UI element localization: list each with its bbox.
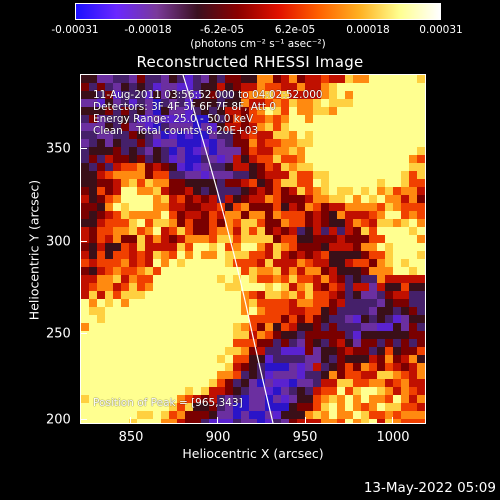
colorbar-tick: -6.2e-05	[199, 24, 245, 36]
plot-title: Reconstructed RHESSI Image	[136, 53, 364, 71]
colorbar-tick: -0.00018	[124, 24, 172, 36]
colorbar-tick: 0.00018	[346, 24, 390, 36]
peak-position-text: Position of Peak = [965,343]	[93, 397, 243, 409]
time-range-text: 11-Aug-2011 03:56:52.000 to 04:02:52.000	[93, 89, 323, 101]
emission-map	[81, 75, 425, 423]
colorbar	[75, 3, 441, 20]
x-tick-label: 900	[205, 430, 231, 445]
x-tick-mark	[130, 417, 131, 424]
y-tick-mark	[80, 241, 87, 242]
colorbar-tick: -0.00031	[51, 24, 99, 36]
detectors-text: Detectors: 3F 4F 5F 6F 7F 8F, Att 0	[93, 101, 277, 113]
emission-pixels	[81, 75, 425, 423]
solar-limb-line	[182, 75, 274, 423]
y-tick-label: 350	[46, 141, 71, 157]
clean-counts-text: Clean Total counts: 8.20E+03	[93, 125, 259, 137]
y-tick-mark	[80, 419, 87, 420]
y-axis-label: Heliocentric Y (arcsec)	[26, 179, 42, 321]
x-tick-mark	[392, 417, 393, 424]
y-tick-label: 250	[46, 326, 71, 342]
colorbar-tick: 0.00031	[419, 24, 463, 36]
x-tick-label: 850	[118, 430, 144, 445]
date-stamp: 13-May-2022 05:09	[363, 480, 496, 496]
energy-range-text: Energy Range: 25.0 - 50.0 keV	[93, 113, 254, 125]
image-plot: 11-Aug-2011 03:56:52.000 to 04:02:52.000…	[80, 74, 426, 424]
colorbar-tick: 6.2e-05	[274, 24, 316, 36]
x-tick-mark	[305, 417, 306, 424]
x-tick-label: 1000	[376, 430, 410, 445]
x-tick-mark	[217, 417, 218, 424]
y-tick-label: 300	[46, 234, 71, 250]
x-axis-label: Heliocentric X (arcsec)	[182, 446, 324, 461]
y-tick-mark	[80, 333, 87, 334]
y-tick-mark	[80, 148, 87, 149]
x-tick-label: 950	[292, 430, 318, 445]
y-tick-label: 200	[46, 412, 71, 428]
colorbar-units: (photons cm⁻² s⁻¹ asec⁻²)	[190, 38, 326, 50]
